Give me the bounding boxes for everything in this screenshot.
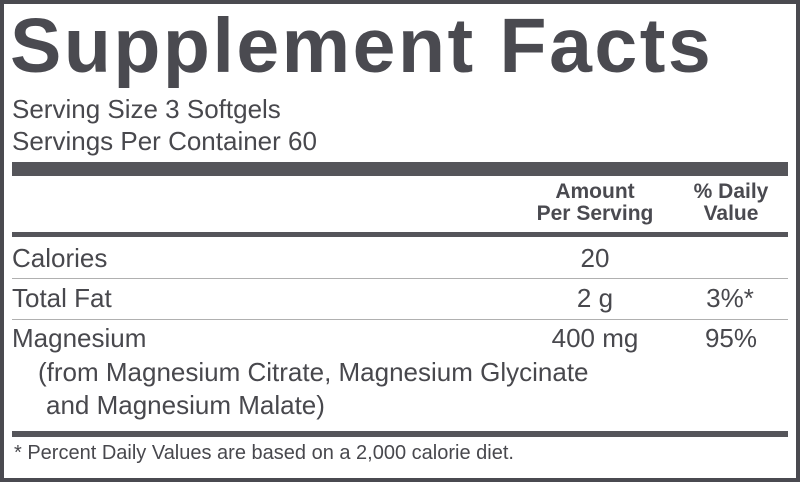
label-title: Supplement Facts [10,3,714,89]
footnote: * Percent Daily Values are based on a 2,… [14,442,514,464]
row-magnesium-detail: and Magnesium Malate) [46,390,325,420]
footer-divider [12,431,788,437]
dv-header-line2: Value [703,202,759,225]
row-magnesium-detail: (from Magnesium Citrate, Magnesium Glyci… [38,357,589,387]
row-magnesium-amount: 400 mg [551,323,639,353]
dv-header-line1: % Daily [693,180,769,203]
amount-header: Amount Per Serving [520,181,670,225]
row-magnesium-name: Magnesium [12,323,147,353]
thick-divider [12,162,788,176]
daily-value-header: % Daily Value [676,181,786,225]
amount-header-line2: Per Serving [536,202,654,225]
servings-per-container: Servings Per Container 60 [12,126,317,156]
serving-size: Serving Size 3 Softgels [12,94,281,124]
row-fat-dv: 3%* [706,283,754,313]
row-calories-amount: 20 [580,243,610,273]
row-divider [12,319,788,320]
row-fat-name: Total Fat [12,283,112,313]
row-fat-amount: 2 g [576,283,614,313]
row-calories-name: Calories [12,243,108,273]
amount-header-line1: Amount [555,180,635,203]
header-divider [12,232,788,237]
row-magnesium-dv: 95% [704,323,758,353]
row-divider [12,278,788,279]
